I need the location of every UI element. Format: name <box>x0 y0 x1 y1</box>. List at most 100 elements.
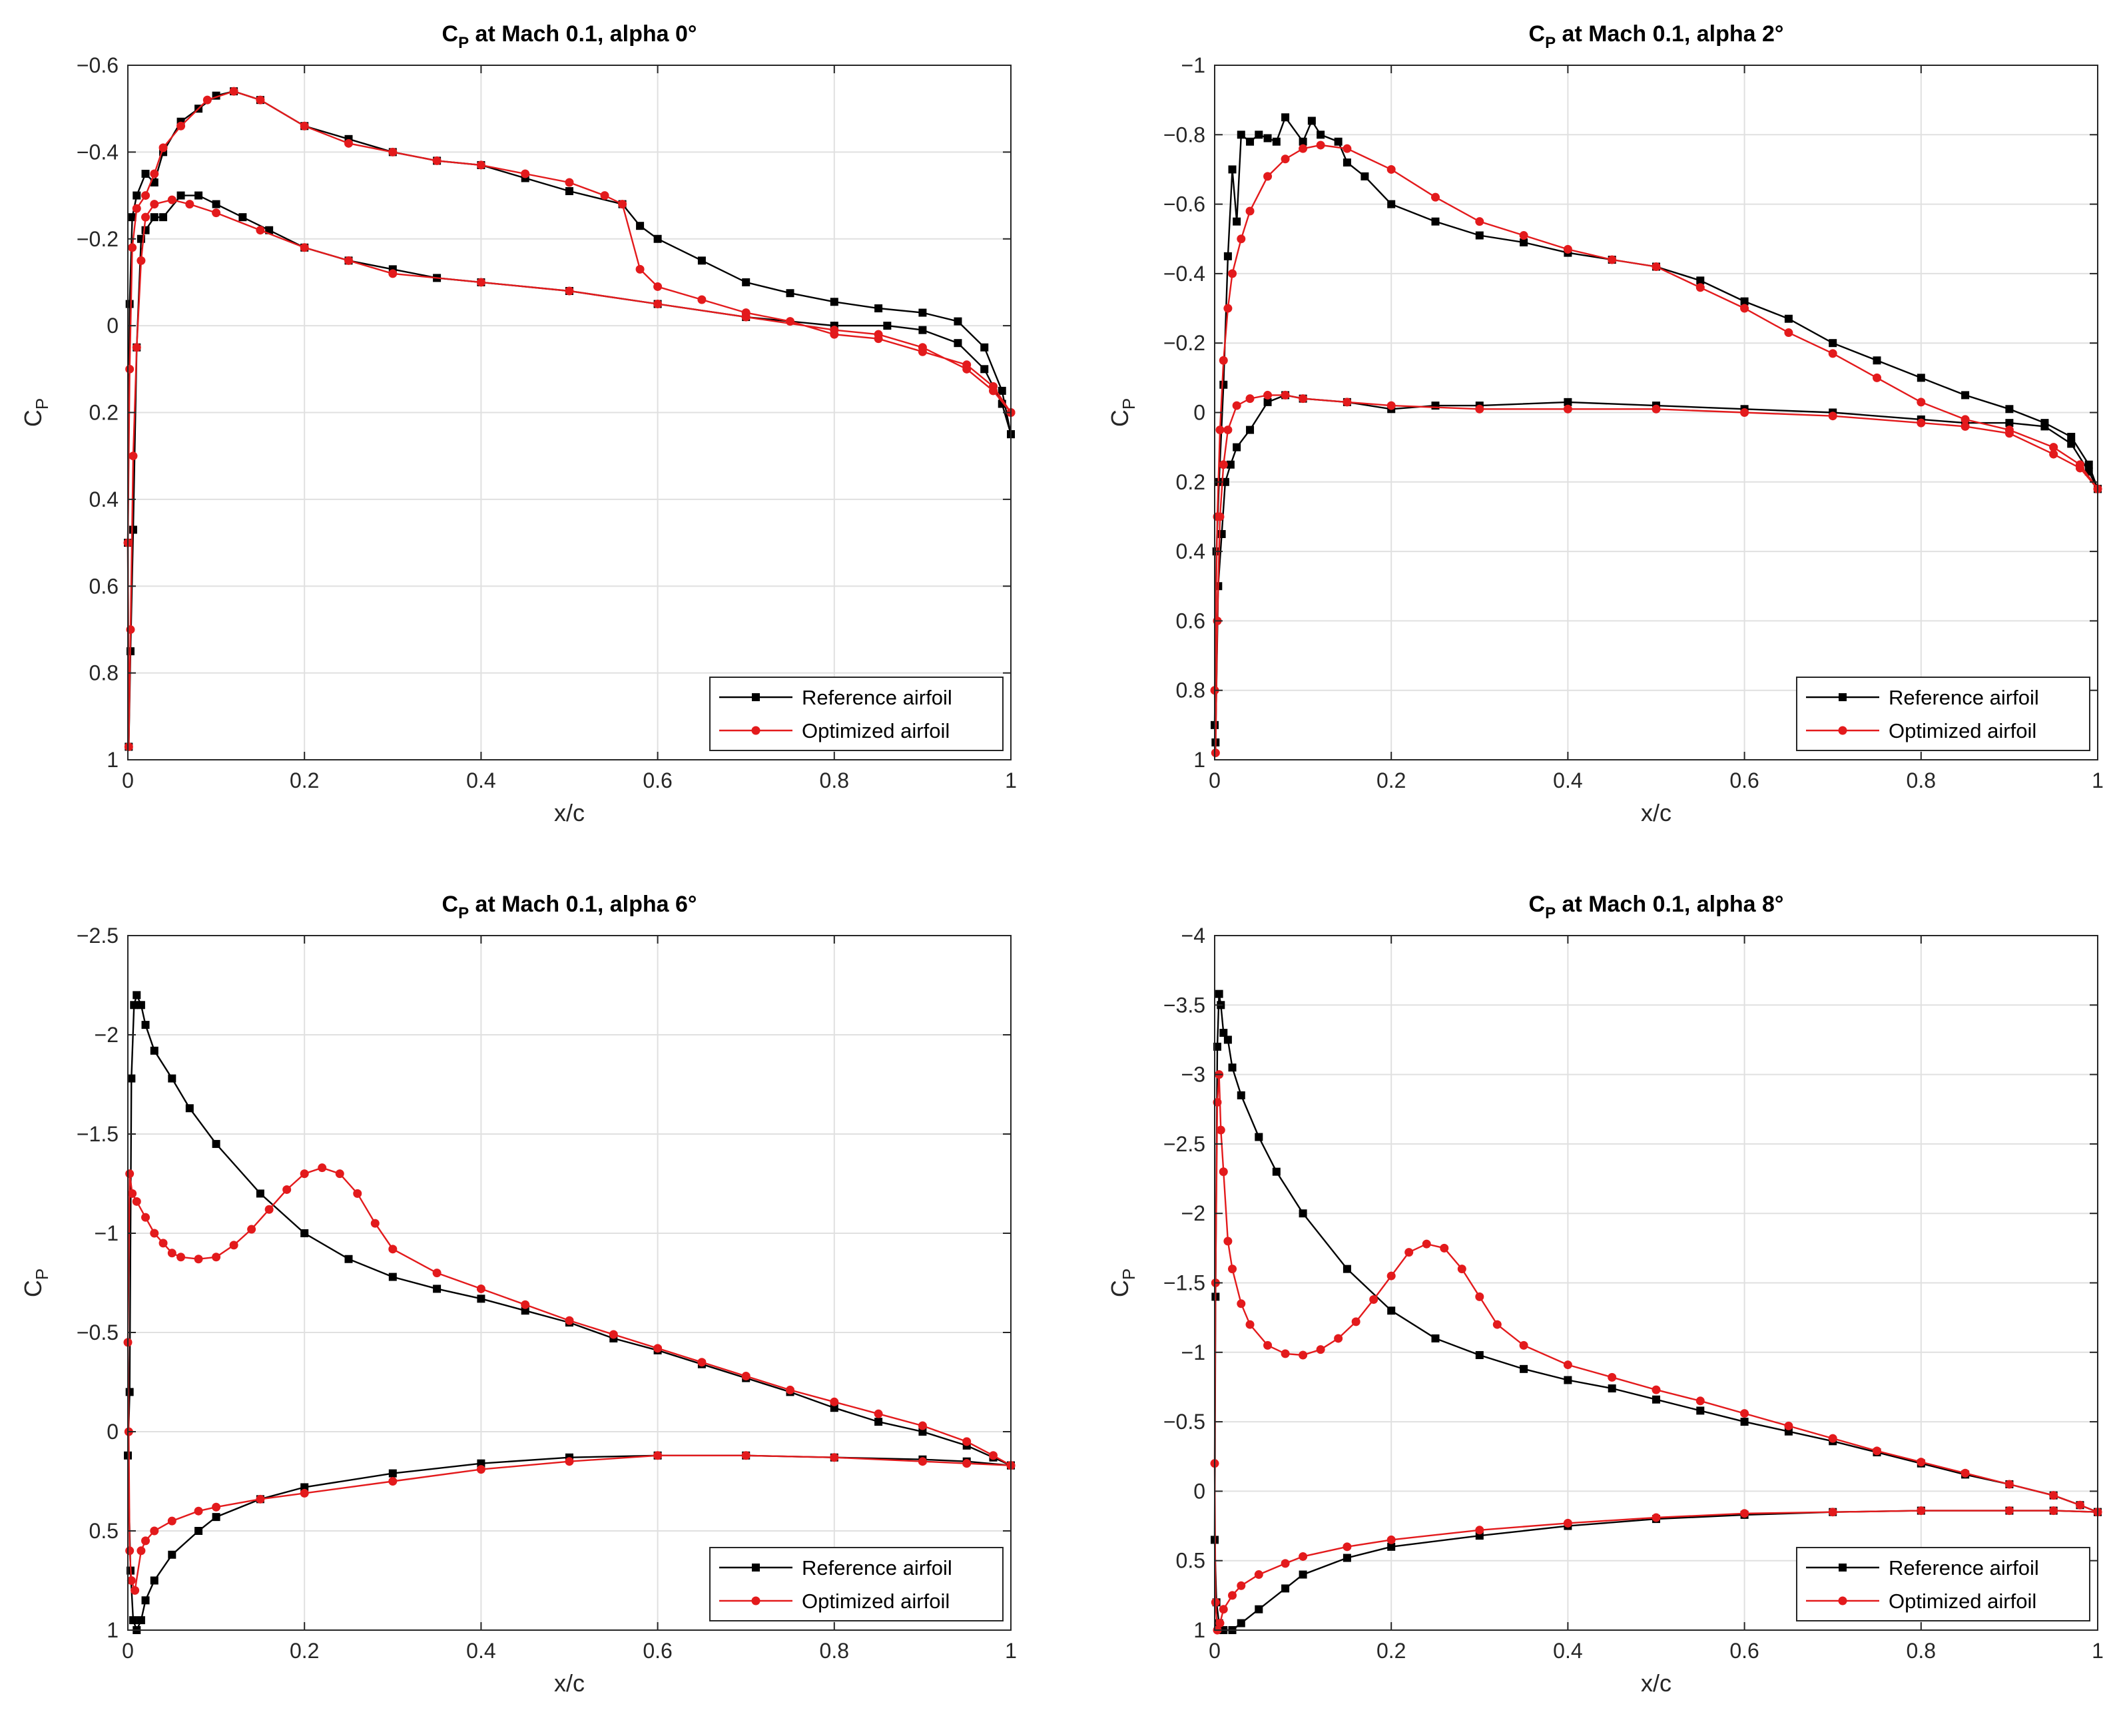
x-tick-label: 0.2 <box>1376 1639 1406 1663</box>
data-point <box>1961 422 1970 431</box>
data-point <box>150 213 158 222</box>
data-point <box>1219 1605 1228 1614</box>
data-point <box>1233 443 1241 451</box>
data-point <box>1334 1334 1343 1343</box>
legend-label: Reference airfoil <box>802 1556 952 1580</box>
data-point <box>1299 137 1307 146</box>
data-point <box>954 317 962 326</box>
data-point <box>141 1596 150 1605</box>
x-tick-label: 1 <box>1005 768 1017 792</box>
y-tick-label: 0.8 <box>1176 679 1205 703</box>
data-point <box>1740 1409 1749 1418</box>
data-point <box>954 339 962 348</box>
data-point <box>1281 1349 1290 1358</box>
data-point <box>786 1385 794 1394</box>
x-tick-label: 0.6 <box>643 1639 672 1663</box>
y-tick-label: 1 <box>1193 748 1205 772</box>
data-point <box>874 330 883 339</box>
data-point <box>1219 1167 1228 1177</box>
data-point <box>1475 1292 1484 1301</box>
data-point <box>980 365 989 374</box>
data-point <box>1369 1295 1378 1304</box>
data-point <box>2049 449 2058 459</box>
data-point <box>1281 390 1290 400</box>
data-point <box>1219 460 1228 469</box>
data-point <box>874 1409 883 1418</box>
data-point <box>476 160 485 170</box>
data-point <box>2005 405 2014 414</box>
x-tick-label: 1 <box>1005 1639 1017 1663</box>
data-point <box>1272 137 1281 146</box>
y-tick-label: 0.2 <box>1176 470 1205 494</box>
data-point <box>2075 1500 2084 1510</box>
y-axis-label: CP <box>1106 1269 1139 1297</box>
data-point <box>1228 165 1237 174</box>
data-point <box>2004 1506 2014 1516</box>
data-point <box>150 1576 158 1585</box>
y-tick-label: −1.5 <box>1163 1271 1205 1295</box>
x-tick-label: 0.6 <box>643 768 672 792</box>
data-point <box>212 200 220 208</box>
data-point <box>742 278 751 286</box>
y-tick-label: −3 <box>1181 1063 1205 1087</box>
data-point <box>476 1284 485 1293</box>
legend-label: Reference airfoil <box>802 686 952 709</box>
data-point <box>388 1273 397 1281</box>
data-point <box>1343 144 1352 153</box>
data-point <box>600 191 609 200</box>
x-axis-label: x/c <box>554 799 585 826</box>
data-point <box>653 300 663 309</box>
data-point <box>1299 144 1308 153</box>
data-point <box>185 1104 194 1113</box>
chart-title: CP at Mach 0.1, alpha 2° <box>1529 21 1784 52</box>
y-tick-label: 0.4 <box>1176 539 1205 563</box>
data-point <box>176 1253 186 1262</box>
y-axis-label: CP <box>19 398 52 427</box>
data-point <box>1263 1340 1273 1350</box>
x-tick-label: 0.2 <box>1376 768 1406 792</box>
data-point <box>141 1536 151 1546</box>
data-point <box>2084 460 2093 469</box>
legend-label: Optimized airfoil <box>802 1590 950 1613</box>
data-point <box>158 1239 168 1248</box>
data-point <box>1520 1364 1528 1373</box>
data-point <box>1245 206 1255 216</box>
legend-marker <box>751 726 760 735</box>
data-point <box>1343 158 1351 167</box>
data-point <box>194 191 203 200</box>
data-point <box>1608 1384 1616 1393</box>
data-point <box>521 1306 529 1315</box>
data-point <box>2067 433 2076 441</box>
data-point <box>212 1139 220 1148</box>
data-point <box>1299 394 1308 404</box>
data-point <box>1695 283 1705 292</box>
data-point <box>344 256 353 265</box>
data-point <box>344 1255 353 1263</box>
legend-marker <box>1839 693 1847 701</box>
legend-box <box>1796 677 2090 751</box>
data-point <box>125 300 134 308</box>
data-point <box>1784 1421 1793 1430</box>
legend-marker <box>1839 1564 1847 1572</box>
y-tick-label: 0.2 <box>89 401 119 425</box>
y-tick-label: −0.5 <box>1163 1410 1205 1434</box>
data-point <box>1873 373 1881 382</box>
x-tick-label: 0.8 <box>1907 1639 1936 1663</box>
data-point <box>697 1358 707 1367</box>
data-point <box>1281 1559 1290 1568</box>
data-point <box>1404 1248 1414 1257</box>
data-point <box>1431 402 1440 410</box>
data-point <box>194 1506 203 1516</box>
data-point <box>300 1229 309 1237</box>
data-point <box>998 386 1006 395</box>
data-point <box>565 187 573 196</box>
data-point <box>141 191 151 200</box>
data-point <box>1740 1509 1749 1518</box>
legend-label: Optimized airfoil <box>1889 719 2036 742</box>
data-point <box>212 1513 220 1522</box>
x-tick-label: 0 <box>1209 768 1221 792</box>
data-point <box>653 234 662 243</box>
data-point <box>1652 404 1661 414</box>
data-point <box>1263 398 1272 406</box>
